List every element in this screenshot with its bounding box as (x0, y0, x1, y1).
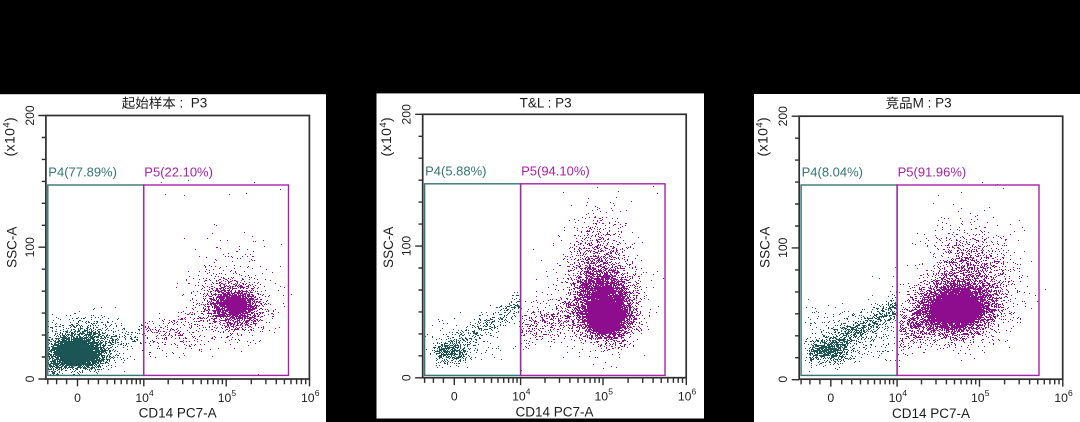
svg-text:10: 10 (889, 391, 903, 405)
svg-text:100: 100 (400, 236, 414, 257)
svg-text:10: 10 (218, 391, 232, 405)
svg-text:10: 10 (301, 391, 315, 405)
svg-text:P5(91.96%): P5(91.96%) (898, 165, 967, 180)
svg-text:CD14 PC7-A: CD14 PC7-A (892, 406, 970, 421)
svg-text:0: 0 (451, 390, 458, 404)
svg-text:P4(5.88%): P4(5.88%) (425, 163, 486, 178)
svg-text:10: 10 (678, 390, 692, 404)
svg-text:: P3: : P3 (176, 96, 208, 111)
svg-text:(x104): (x104) (755, 117, 771, 157)
svg-text:10: 10 (512, 390, 526, 404)
svg-text:CD14 PC7-A: CD14 PC7-A (139, 406, 217, 421)
svg-text:4: 4 (149, 388, 154, 398)
svg-text:0: 0 (23, 375, 37, 382)
svg-text:SSC-A: SSC-A (381, 227, 396, 268)
svg-text:200: 200 (23, 105, 37, 126)
svg-text:10: 10 (595, 390, 609, 404)
svg-text:0: 0 (74, 391, 81, 405)
svg-text:P5(94.10%): P5(94.10%) (521, 163, 590, 178)
svg-text:P4(77.89%): P4(77.89%) (48, 165, 117, 180)
svg-text:CD14 PC7-A: CD14 PC7-A (515, 404, 593, 419)
svg-text:10: 10 (135, 391, 149, 405)
svg-text:4: 4 (526, 387, 531, 397)
svg-text:P4(8.04%): P4(8.04%) (802, 165, 863, 180)
svg-text:100: 100 (776, 237, 790, 258)
svg-text:0: 0 (827, 391, 834, 405)
svg-text:6: 6 (1068, 388, 1073, 398)
svg-text:0: 0 (776, 376, 790, 383)
svg-text:10: 10 (971, 391, 985, 405)
svg-text:200: 200 (776, 106, 790, 127)
svg-text:10: 10 (1054, 391, 1068, 405)
svg-text:SSC-A: SSC-A (758, 227, 773, 268)
svg-text:5: 5 (608, 387, 613, 397)
svg-text:200: 200 (400, 104, 414, 125)
svg-text:(x104): (x104) (1, 117, 17, 157)
svg-text:0: 0 (400, 374, 414, 381)
svg-text:5: 5 (985, 388, 990, 398)
svg-text:SSC-A: SSC-A (4, 227, 19, 268)
svg-text:5: 5 (231, 388, 236, 398)
svg-text:T&L : P3: T&L : P3 (520, 96, 572, 111)
svg-text:6: 6 (315, 388, 320, 398)
svg-text:(x104): (x104) (378, 117, 394, 157)
svg-text:4: 4 (902, 388, 907, 398)
svg-text:100: 100 (23, 237, 37, 258)
svg-text:6: 6 (692, 387, 697, 397)
svg-text:P5(22.10%): P5(22.10%) (144, 165, 213, 180)
svg-text:M : P3: M : P3 (913, 96, 952, 111)
